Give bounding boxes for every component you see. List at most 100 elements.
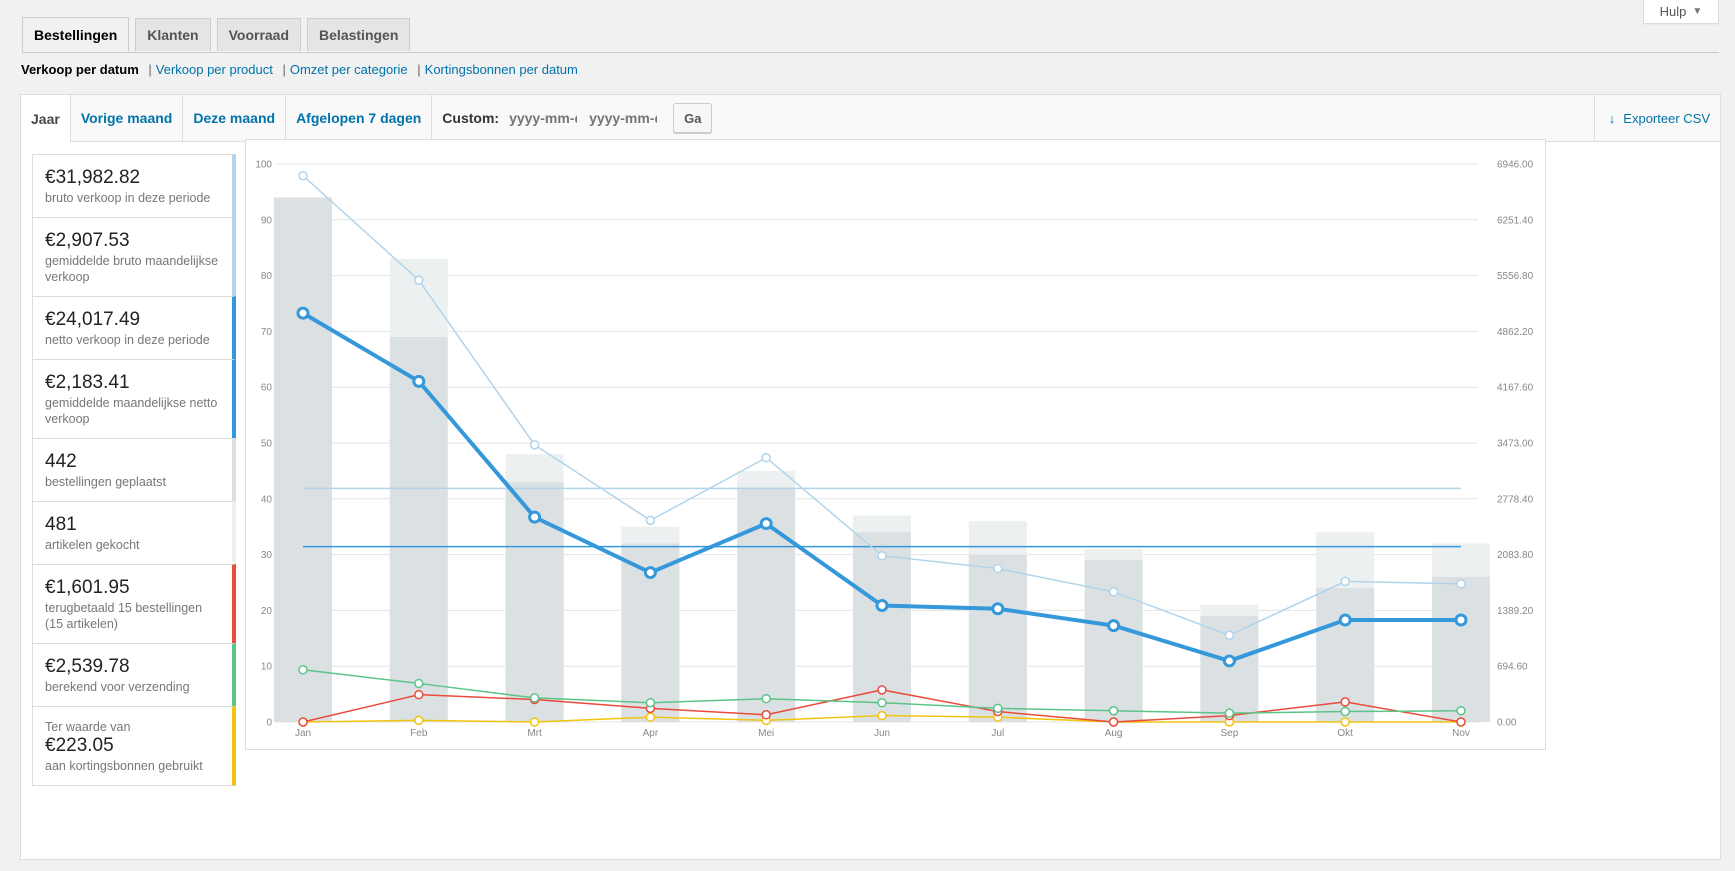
legend-value: 442 (45, 451, 77, 472)
help-button[interactable]: Hulp ▼ (1643, 0, 1719, 24)
legend-shipping[interactable]: €2,539.78 berekend voor verzending (32, 643, 236, 706)
left-axis-tick: 100 (255, 160, 272, 171)
point-net (759, 517, 773, 531)
point-gross (1108, 587, 1119, 597)
x-axis-tick: Feb (410, 728, 428, 739)
subnav-coupons-by-date[interactable]: Kortingsbonnen per datum (424, 62, 578, 77)
legend-description: terugbetaald 15 bestellingen (15 artikel… (45, 601, 203, 631)
point-shipping (993, 703, 1003, 714)
point-net (1454, 613, 1468, 627)
sales-chart: 0 10 20 30 40 50 60 70 80 90 100 0.00 694.60 1389.20 2… (245, 139, 1546, 750)
point-shipping (1224, 708, 1235, 718)
legend-description: gemiddelde maandelijkse netto verkoop (45, 396, 218, 426)
x-axis-tick: Jun (874, 728, 890, 739)
point-net (1107, 619, 1121, 633)
legend-orders[interactable]: 442 bestellingen geplaatst (32, 438, 236, 501)
bar-orders (274, 197, 332, 723)
point-gross (993, 563, 1003, 574)
legend-coupons[interactable]: Ter waarde van €223.05 aan kortingsbonnen … (32, 706, 236, 786)
legend-value: 481 (45, 514, 77, 535)
tab-stock[interactable]: Voorraad (216, 18, 302, 51)
point-shipping (877, 697, 887, 708)
legend-items[interactable]: 481 artikelen gekocht (32, 501, 236, 564)
export-csv-link[interactable]: ↓ Exporteer CSV (1593, 95, 1720, 141)
range-year[interactable]: Jaar (21, 95, 71, 142)
point-coupons (645, 712, 656, 722)
subnav-separator: | (417, 62, 421, 77)
point-net (875, 599, 889, 613)
point-shipping (298, 665, 308, 675)
legend-value: €223.05 (45, 735, 114, 756)
legend-refunds[interactable]: €1,601.95 terugbetaald 15 bestellingen (1… (32, 564, 236, 643)
right-axis-tick: 4167.60 (1497, 383, 1534, 394)
legend-description: bruto verkoop in deze periode (45, 191, 211, 205)
date-range-bar: Jaar Vorige maand Deze maand Afgelopen 7… (21, 95, 1720, 142)
chart-legend: €31,982.82 bruto verkoop in deze periode €… (32, 154, 236, 786)
bar-orders (389, 336, 448, 722)
legend-value: €2,539.78 (45, 656, 130, 677)
x-axis-tick: Sep (1221, 728, 1239, 739)
legend-description: artikelen gekocht (45, 538, 140, 552)
left-axis-tick: 90 (261, 215, 273, 226)
left-axis-tick: 10 (261, 662, 273, 673)
left-axis-tick: 60 (261, 383, 273, 394)
subnav-sales-by-product[interactable]: Verkoop per product (155, 62, 273, 77)
x-axis-tick: Aug (1105, 728, 1123, 739)
point-shipping (529, 693, 540, 703)
start-date-input[interactable] (503, 105, 584, 131)
legend-net-sales[interactable]: €24,017.49 netto verkoop in deze periode (32, 296, 236, 359)
legend-description: berekend voor verzending (45, 680, 190, 694)
range-last-7-days[interactable]: Afgelopen 7 dagen (286, 95, 433, 141)
right-axis-tick: 4862.20 (1497, 327, 1534, 338)
tab-customers[interactable]: Klanten (135, 18, 211, 51)
go-button[interactable]: Ga (673, 103, 713, 133)
point-shipping (1108, 706, 1119, 716)
subnav-sales-by-category[interactable]: Omzet per categorie (289, 62, 408, 77)
point-net (412, 374, 426, 388)
report-sub-nav: Verkoop per datum | Verkoop per product |… (21, 62, 578, 77)
subnav-separator: | (282, 62, 286, 77)
point-coupons (414, 715, 424, 726)
legend-gross-sales[interactable]: €31,982.82 bruto verkoop in deze periode (32, 154, 236, 217)
end-date-input[interactable] (583, 105, 664, 131)
point-shipping (1456, 706, 1466, 716)
left-axis-tick: 50 (261, 439, 273, 450)
left-axis-tick: 70 (261, 327, 273, 338)
range-this-month[interactable]: Deze maand (183, 95, 287, 141)
tab-taxes[interactable]: Belastingen (307, 18, 411, 51)
legend-value: €24,017.49 (45, 309, 141, 330)
left-axis-tick: 30 (261, 550, 273, 561)
point-refunds (1108, 717, 1119, 727)
legend-avg-gross-sales[interactable]: €2,907.53 gemiddelde bruto maandelijkse v… (32, 217, 236, 296)
tab-orders[interactable]: Bestellingen (22, 17, 130, 52)
point-net (991, 602, 1005, 616)
right-axis-tick: 2778.40 (1497, 494, 1534, 505)
point-shipping (645, 697, 656, 708)
point-net (643, 566, 657, 580)
point-refunds (414, 689, 424, 700)
bar-orders (968, 554, 1027, 722)
range-last-month[interactable]: Vorige maand (71, 95, 184, 141)
legend-value: €31,982.82 (45, 167, 141, 188)
point-shipping (761, 693, 771, 704)
help-label: Hulp (1659, 4, 1687, 19)
point-gross (529, 440, 540, 450)
subnav-sales-by-date[interactable]: Verkoop per datum (21, 62, 139, 77)
point-shipping (1340, 706, 1350, 717)
x-axis-tick: Jan (295, 728, 311, 739)
subnav-separator: | (148, 62, 152, 77)
legend-avg-net-sales[interactable]: €2,183.41 gemiddelde maandelijkse netto v… (32, 359, 236, 438)
point-gross (1456, 579, 1466, 589)
left-axis-tick: 80 (261, 271, 273, 282)
bar-orders (1084, 560, 1143, 722)
point-gross (645, 515, 656, 526)
chart-area: 0 10 20 30 40 50 60 70 80 90 100 0.00 694.60 1389.20 2… (245, 139, 1711, 750)
legend-prefix: Ter waarde van (45, 720, 131, 734)
right-axis-tick: 694.60 (1497, 662, 1528, 673)
right-axis-tick: 2083.80 (1497, 550, 1534, 561)
download-arrow-icon: ↓ (1608, 110, 1616, 126)
point-net (296, 306, 310, 320)
point-coupons (529, 717, 540, 727)
point-gross (761, 452, 771, 463)
point-gross (877, 550, 887, 561)
